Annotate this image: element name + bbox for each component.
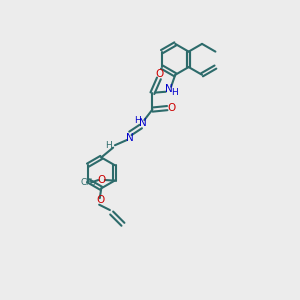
Text: O: O [168, 103, 176, 113]
Text: N: N [126, 133, 134, 143]
Text: N: N [139, 118, 147, 128]
Text: O: O [156, 69, 164, 79]
Text: H: H [171, 88, 178, 97]
Text: O: O [96, 195, 104, 205]
Text: H: H [134, 116, 141, 125]
Text: N: N [165, 84, 172, 94]
Text: CH₃: CH₃ [80, 178, 96, 187]
Text: O: O [98, 175, 106, 185]
Text: H: H [105, 141, 112, 150]
